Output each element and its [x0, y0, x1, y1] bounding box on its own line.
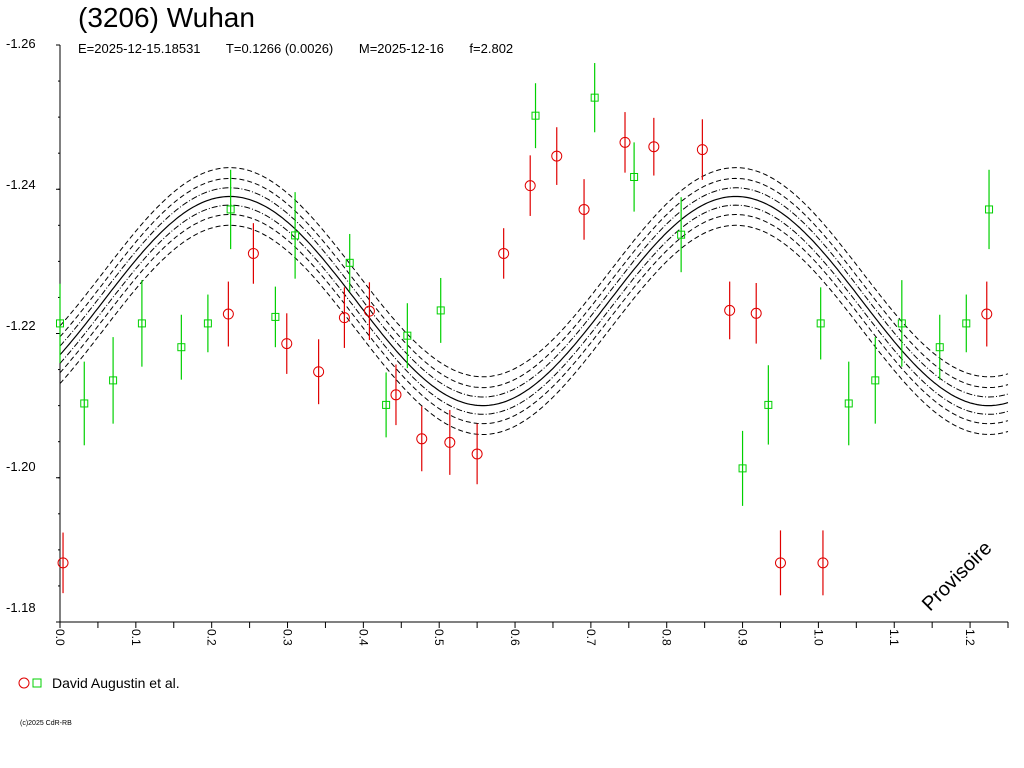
data-point-circle: [471, 448, 483, 460]
data-point-circle: [390, 389, 402, 401]
chart-subtitle: E=2025-12-15.18531 T=0.1266 (0.0026) M=2…: [78, 41, 535, 56]
data-point-square: [403, 331, 412, 340]
data-point-circle: [338, 312, 350, 324]
data-point-square: [80, 399, 89, 408]
x-tick-label: 0.7: [584, 629, 598, 646]
watermark-text: Provisoire: [918, 537, 996, 615]
data-point-square: [590, 93, 599, 102]
x-tick-label: 0.8: [660, 629, 674, 646]
harmonics-label: f=2.802: [469, 41, 514, 56]
data-point-square: [844, 399, 853, 408]
data-point-square: [962, 319, 971, 328]
data-point-circle: [281, 338, 293, 350]
data-point-square: [203, 319, 212, 328]
date-label: M=2025-12-16: [358, 41, 444, 56]
x-tick-label: 0.9: [736, 629, 750, 646]
data-point-circle: [222, 308, 234, 320]
x-tick-label: 1.0: [811, 629, 825, 646]
data-point-circle: [774, 557, 786, 569]
fit-band-lower: [59, 214, 1009, 425]
data-point-square: [935, 343, 944, 352]
data-point-circle: [524, 180, 536, 192]
data-point-square: [816, 319, 825, 328]
data-point-circle: [313, 366, 325, 378]
y-tick-label: -1.24: [6, 177, 36, 192]
data-point-circle: [578, 203, 590, 215]
data-point-square: [677, 230, 686, 239]
fit-band-upper: [59, 167, 1009, 378]
data-point-square: [630, 172, 639, 181]
data-point-square: [291, 231, 300, 240]
x-tick-label: 0.3: [281, 629, 295, 646]
x-tick-label: 1.2: [963, 629, 977, 646]
data-point-square: [531, 111, 540, 120]
x-tick-label: 0.4: [356, 629, 370, 646]
chart-title: (3206) Wuhan: [78, 2, 255, 33]
x-tick-label: 0.0: [53, 629, 67, 646]
data-point-square: [985, 205, 994, 214]
legend-square-marker: [32, 678, 42, 688]
data-point-circle: [247, 247, 259, 259]
data-point-circle: [648, 141, 660, 153]
y-tick-label: -1.20: [6, 459, 36, 474]
fit-curve: [59, 195, 1009, 407]
y-tick-label: -1.18: [6, 600, 36, 615]
data-point-square: [382, 400, 391, 409]
x-tick-label: 0.2: [205, 629, 219, 646]
fit-band-lower: [59, 224, 1009, 436]
data-point-circle: [981, 308, 993, 320]
data-point-circle: [696, 144, 708, 156]
data-point-circle: [551, 150, 563, 162]
legend-circle-marker: [18, 677, 30, 689]
data-point-circle: [724, 304, 736, 316]
fit-band-upper: [59, 177, 1009, 389]
epoch-label: E=2025-12-15.18531: [78, 41, 201, 56]
data-point-square: [436, 306, 445, 315]
data-point-square: [764, 400, 773, 409]
data-point-circle: [444, 436, 456, 448]
legend-label: David Augustin et al.: [52, 675, 180, 691]
data-point-square: [226, 205, 235, 214]
data-point-square: [56, 319, 64, 328]
fit-band-upper: [59, 187, 1009, 398]
data-point-circle: [416, 433, 428, 445]
fit-band-lower: [59, 204, 1009, 415]
y-tick-label: -1.22: [6, 318, 36, 333]
y-tick-label: -1.26: [6, 36, 36, 51]
x-tick-label: 1.1: [887, 629, 901, 646]
data-point-square: [271, 312, 280, 321]
data-point-square: [137, 319, 146, 328]
data-point-square: [738, 464, 747, 473]
copyright-text: (c)2025 CdR-RB: [20, 720, 72, 727]
data-point-square: [177, 343, 186, 352]
data-point-circle: [817, 557, 829, 569]
x-tick-label: 0.5: [432, 629, 446, 646]
period-label: T=0.1266 (0.0026): [225, 41, 334, 56]
data-point-circle: [57, 557, 69, 569]
data-point-square: [345, 258, 354, 267]
data-point-square: [109, 376, 118, 385]
data-point-circle: [750, 307, 762, 319]
data-point-circle: [498, 247, 510, 259]
data-point-square: [871, 376, 880, 385]
x-tick-label: 0.6: [508, 629, 522, 646]
x-tick-label: 0.1: [129, 629, 143, 646]
data-point-circle: [363, 305, 375, 317]
data-point-circle: [619, 136, 631, 148]
legend: David Augustin et al.: [18, 675, 180, 691]
data-point-square: [897, 319, 906, 328]
legend-markers: [18, 677, 42, 689]
